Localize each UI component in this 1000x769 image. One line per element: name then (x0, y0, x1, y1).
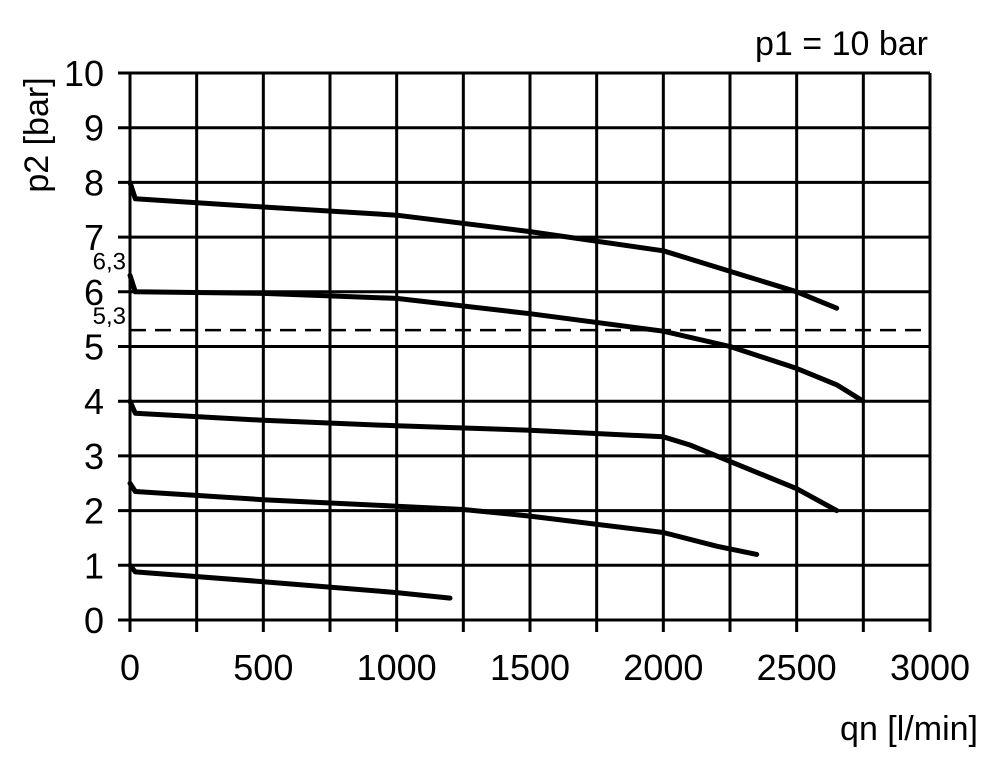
y-tick-label: 8 (84, 162, 104, 203)
series-line (127, 398, 840, 514)
y-axis-label: p2 [bar] (18, 77, 56, 192)
value-label: 5,3 (93, 303, 126, 330)
tick-labels: 0 500 1000 1500 2000 2500 3000 0 1 2 3 4 5 6 7 8 9 10 6,3 5… (64, 53, 970, 688)
y-tick-label: 4 (84, 381, 104, 422)
x-tick-label: 2000 (623, 647, 703, 688)
annotation: p1 = 10 bar (755, 25, 928, 63)
x-tick-label: 1000 (357, 647, 437, 688)
x-tick-label: 1500 (490, 647, 570, 688)
x-tick-label: 0 (120, 647, 140, 688)
x-tick-label: 2500 (757, 647, 837, 688)
y-tick-label: 5 (84, 327, 104, 368)
series-group (127, 179, 866, 601)
series-line (127, 272, 866, 404)
grid (118, 71, 932, 632)
y-tick-label: 6 (84, 272, 104, 313)
y-tick-label: 3 (84, 436, 104, 477)
x-tick-label: 500 (233, 647, 293, 688)
x-axis-label: qn [l/min] (840, 710, 978, 748)
y-tick-label: 9 (84, 108, 104, 149)
value-label: 6,3 (93, 248, 126, 275)
y-tick-label: 0 (84, 600, 104, 641)
y-tick-label: 2 (84, 491, 104, 532)
y-tick-label: 7 (84, 217, 104, 258)
series-line (127, 480, 760, 557)
series-line (127, 562, 453, 601)
y-tick-label: 10 (64, 53, 104, 94)
y-tick-label: 1 (84, 545, 104, 586)
series-line (127, 179, 840, 311)
x-tick-label: 3000 (890, 647, 970, 688)
